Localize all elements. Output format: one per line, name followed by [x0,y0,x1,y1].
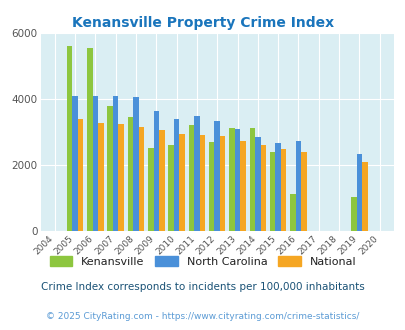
Bar [194,116,199,231]
Bar [72,96,78,231]
Bar [260,145,265,231]
Bar [356,154,361,231]
Bar [220,136,225,231]
Bar [254,137,260,231]
Bar [159,130,164,231]
Bar [139,127,144,231]
Bar [118,124,124,231]
Text: Kenansville Property Crime Index: Kenansville Property Crime Index [72,16,333,30]
Bar [133,97,139,231]
Bar [168,145,173,231]
Text: © 2025 CityRating.com - https://www.cityrating.com/crime-statistics/: © 2025 CityRating.com - https://www.city… [46,312,359,321]
Bar [173,119,179,231]
Bar [128,117,133,231]
Bar [214,121,220,231]
Bar [350,197,356,231]
Bar [153,111,159,231]
Bar [290,194,295,231]
Bar [179,134,184,231]
Bar [275,143,280,231]
Bar [280,149,286,231]
Bar [87,48,92,231]
Legend: Kenansville, North Carolina, National: Kenansville, North Carolina, National [45,251,360,271]
Bar [229,128,234,231]
Bar [67,46,72,231]
Bar [295,141,301,231]
Bar [234,129,240,231]
Bar [148,148,153,231]
Bar [199,135,205,231]
Bar [301,152,306,231]
Bar [92,96,98,231]
Bar [113,96,118,231]
Bar [78,119,83,231]
Bar [107,106,113,231]
Bar [361,162,367,231]
Bar [209,142,214,231]
Text: Crime Index corresponds to incidents per 100,000 inhabitants: Crime Index corresponds to incidents per… [41,282,364,292]
Bar [188,125,194,231]
Bar [269,152,275,231]
Bar [249,128,254,231]
Bar [240,141,245,231]
Bar [98,123,103,231]
